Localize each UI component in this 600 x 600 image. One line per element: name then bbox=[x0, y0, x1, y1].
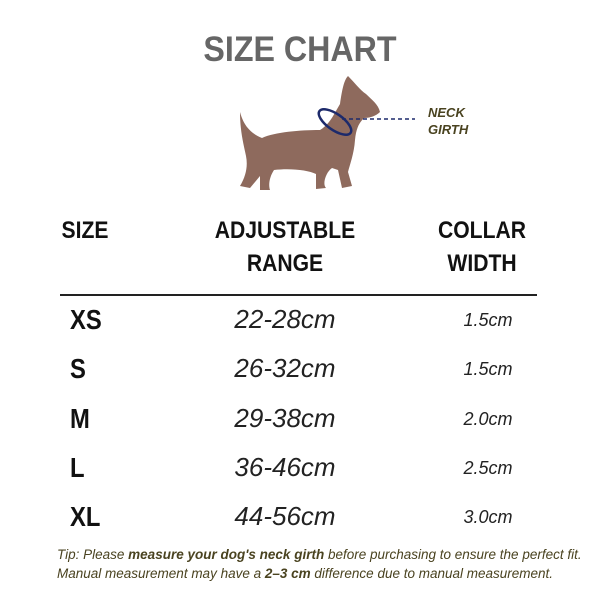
header-size: SIZE bbox=[61, 217, 109, 244]
tip-line2: Manual measurement may have a 2–3 cm dif… bbox=[0, 564, 600, 583]
size-cell: S bbox=[70, 353, 86, 384]
table-row: S 26-32cm 1.5cm bbox=[0, 353, 600, 393]
range-cell: 22-28cm bbox=[234, 304, 336, 334]
table-row: M 29-38cm 2.0cm bbox=[0, 403, 600, 443]
neck-label-line1: NECK bbox=[428, 105, 465, 120]
tip-text: Manual measurement may have a bbox=[57, 566, 265, 581]
header-divider bbox=[60, 294, 537, 296]
header-collar-width: COLLAR WIDTH bbox=[427, 214, 536, 280]
dog-silhouette bbox=[240, 76, 380, 190]
tip-text: Tip: Please bbox=[57, 547, 129, 562]
width-cell: 3.0cm bbox=[463, 507, 513, 527]
range-cell: 29-38cm bbox=[234, 403, 336, 433]
size-cell: XL bbox=[70, 501, 101, 532]
tip-text: before purchasing to ensure the perfect … bbox=[324, 547, 582, 562]
header-range-line1: ADJUSTABLE bbox=[214, 217, 356, 244]
neck-label-line2: GIRTH bbox=[428, 122, 469, 137]
page-title: SIZE CHART bbox=[203, 30, 397, 69]
width-cell: 2.0cm bbox=[463, 409, 513, 429]
range-cell: 26-32cm bbox=[234, 353, 336, 383]
measurement-tip: Tip: Please measure your dog's neck girt… bbox=[0, 545, 600, 583]
table-row: XL 44-56cm 3.0cm bbox=[0, 501, 600, 541]
size-cell: M bbox=[70, 403, 90, 434]
tip-emphasis: 2–3 cm bbox=[264, 566, 311, 581]
table-row: XS 22-28cm 1.5cm bbox=[0, 304, 600, 344]
neck-girth-label: NECK GIRTH bbox=[428, 104, 468, 138]
range-cell: 36-46cm bbox=[234, 452, 336, 482]
size-cell: XS bbox=[70, 304, 102, 335]
width-cell: 2.5cm bbox=[463, 458, 513, 478]
width-cell: 1.5cm bbox=[463, 359, 513, 379]
header-width-line1: COLLAR bbox=[438, 217, 526, 244]
dog-illustration bbox=[240, 76, 415, 190]
tip-emphasis: measure your dog's neck girth bbox=[128, 547, 325, 562]
table-row: L 36-46cm 2.5cm bbox=[0, 452, 600, 492]
header-width-line2: WIDTH bbox=[447, 250, 517, 277]
tip-line1: Tip: Please measure your dog's neck girt… bbox=[0, 545, 600, 564]
size-cell: L bbox=[70, 452, 85, 483]
width-cell: 1.5cm bbox=[463, 310, 513, 330]
header-range-line2: RANGE bbox=[246, 250, 324, 277]
collar-ring bbox=[317, 108, 353, 136]
range-cell: 44-56cm bbox=[234, 501, 336, 531]
header-adjustable-range: ADJUSTABLE RANGE bbox=[201, 214, 368, 280]
tip-text: difference due to manual measurement. bbox=[310, 566, 554, 581]
